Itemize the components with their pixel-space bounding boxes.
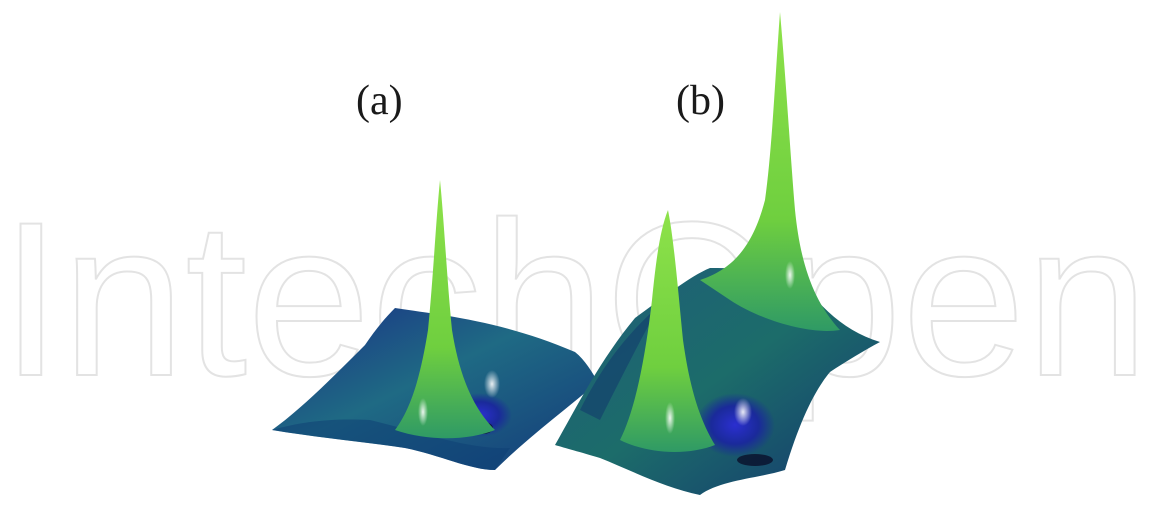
panel-a-highlight	[484, 370, 500, 398]
panel-b-peak-left	[620, 210, 715, 452]
panel-a-peak	[395, 180, 495, 439]
panel-b-highlight-3	[785, 261, 795, 289]
panel-b-highlight	[734, 398, 752, 426]
panel-b-well-core	[737, 454, 773, 466]
panel-b-peak-right	[700, 12, 840, 331]
panel-a-label: (a)	[356, 78, 403, 124]
panel-a-highlight-2	[418, 398, 428, 426]
panel-b-well	[695, 393, 775, 457]
panel-b-highlight-2	[665, 402, 675, 434]
panel-a-surface	[272, 180, 598, 470]
panel-b-label: (b)	[676, 78, 725, 124]
panel-b-ridge	[580, 305, 660, 420]
panel-a-sheet-shade	[272, 419, 510, 470]
panel-b-surface	[555, 12, 880, 495]
